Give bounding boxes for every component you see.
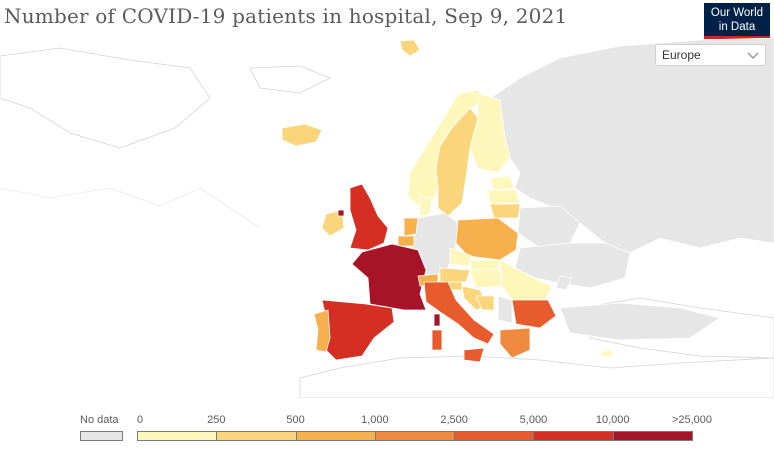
legend-no-data-label: No data xyxy=(80,414,119,426)
corsica-region xyxy=(433,313,441,327)
logo-line-2: in Data xyxy=(718,21,756,33)
owid-logo[interactable]: Our World in Data xyxy=(704,3,770,39)
legend-bin-label-6: 10,000 xyxy=(595,414,630,426)
greece-region xyxy=(499,327,531,359)
sweden-region xyxy=(435,107,479,217)
coast-line-2 xyxy=(199,187,261,229)
legend-bin-3[interactable] xyxy=(374,431,456,441)
hungary-region xyxy=(469,269,503,289)
bulgaria-region xyxy=(511,299,557,329)
netherlands-region xyxy=(403,217,419,237)
svalbard-region xyxy=(399,39,421,57)
denmark-region xyxy=(419,195,433,217)
iceland-region xyxy=(281,123,323,147)
sicily-region xyxy=(463,347,485,363)
legend-no-data-box xyxy=(80,431,123,441)
legend-bin-5[interactable] xyxy=(533,431,614,441)
poland-region xyxy=(455,217,519,261)
latvia-region xyxy=(487,189,521,205)
uk-region xyxy=(349,183,389,251)
france-region xyxy=(351,243,427,311)
greenland-outline xyxy=(0,47,211,149)
legend-bin-0[interactable] xyxy=(137,431,218,441)
region-dropdown[interactable]: Europe xyxy=(655,44,766,66)
northern-ireland-region xyxy=(337,209,345,217)
legend-bin-6[interactable] xyxy=(612,431,693,441)
legend-last-label: >25,000 xyxy=(671,414,713,426)
lithuania-region xyxy=(489,203,521,219)
turkey-region xyxy=(559,302,721,341)
legend-bin-4[interactable] xyxy=(454,431,535,441)
finland-region xyxy=(469,92,511,174)
portugal-region xyxy=(313,309,331,353)
moldova-region xyxy=(555,275,573,291)
italy-region xyxy=(423,281,495,345)
coast-line-1 xyxy=(0,187,201,207)
austria-region xyxy=(439,267,471,283)
color-legend: No data 0 250 500 1,000 2,500 5,000 10,000 >25,… xyxy=(0,410,774,450)
map-svg xyxy=(0,38,774,398)
bosnia-region xyxy=(475,295,495,311)
czechia-region xyxy=(449,247,473,267)
legend-bin-label-2: 500 xyxy=(286,414,305,426)
cyprus-region xyxy=(601,349,613,357)
arctic-islands-outline xyxy=(249,65,331,94)
serbia-region xyxy=(497,295,513,324)
legend-bin-1[interactable] xyxy=(216,431,297,441)
legend-bin-2[interactable] xyxy=(295,431,376,441)
north-africa-outline xyxy=(299,355,774,398)
legend-bin-label-1: 250 xyxy=(207,414,226,426)
legend-bin-label-5: 5,000 xyxy=(519,414,548,426)
legend-bin-label-3: 1,000 xyxy=(361,414,389,426)
europe-map xyxy=(0,38,774,398)
chevron-down-icon xyxy=(747,52,759,60)
chart-title: Number of COVID-19 patients in hospital,… xyxy=(4,4,568,28)
estonia-region xyxy=(489,175,515,191)
belgium-region xyxy=(397,235,415,247)
legend-bin-label-0: 0 xyxy=(137,414,144,426)
slovakia-region xyxy=(469,259,501,271)
sardinia-region xyxy=(431,329,443,351)
legend-bin-label-4: 2,500 xyxy=(440,414,468,426)
spain-region xyxy=(321,299,395,361)
logo-line-1: Our World xyxy=(710,7,764,19)
region-dropdown-value: Europe xyxy=(662,48,701,62)
